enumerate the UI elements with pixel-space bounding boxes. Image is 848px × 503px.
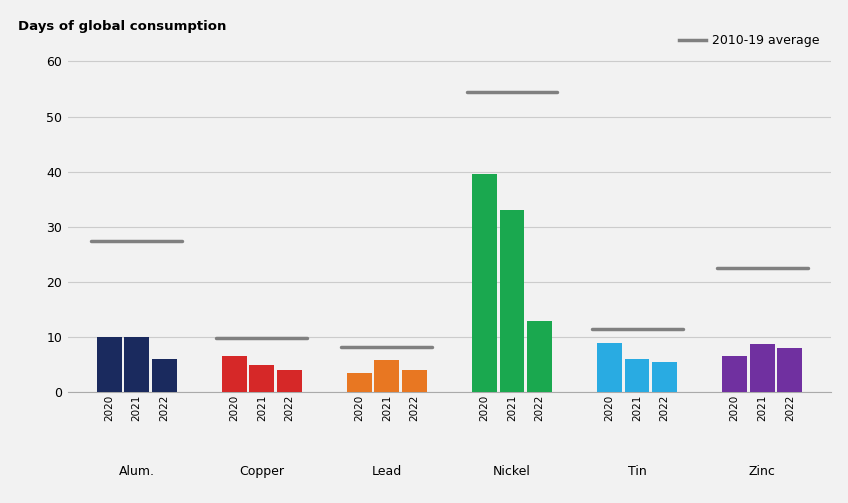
Text: Alum.: Alum.	[119, 465, 154, 477]
Bar	[152, 359, 176, 392]
Bar	[375, 360, 399, 392]
Bar	[499, 210, 524, 392]
Bar	[97, 337, 121, 392]
Bar	[222, 357, 247, 392]
Bar	[625, 359, 650, 392]
Bar	[125, 337, 149, 392]
Legend: 2010-19 average: 2010-19 average	[673, 29, 825, 52]
Text: Nickel: Nickel	[493, 465, 531, 477]
Bar	[249, 365, 274, 392]
Text: Lead: Lead	[371, 465, 402, 477]
Bar	[277, 370, 302, 392]
Bar	[402, 370, 427, 392]
Bar	[527, 320, 552, 392]
Text: Tin: Tin	[628, 465, 646, 477]
Bar	[750, 344, 774, 392]
Text: Zinc: Zinc	[749, 465, 776, 477]
Bar	[722, 357, 747, 392]
Text: Days of global consumption: Days of global consumption	[19, 20, 226, 33]
Bar	[652, 362, 677, 392]
Bar	[347, 373, 371, 392]
Bar	[778, 348, 802, 392]
Bar	[597, 343, 622, 392]
Bar	[472, 175, 497, 392]
Text: Copper: Copper	[239, 465, 284, 477]
